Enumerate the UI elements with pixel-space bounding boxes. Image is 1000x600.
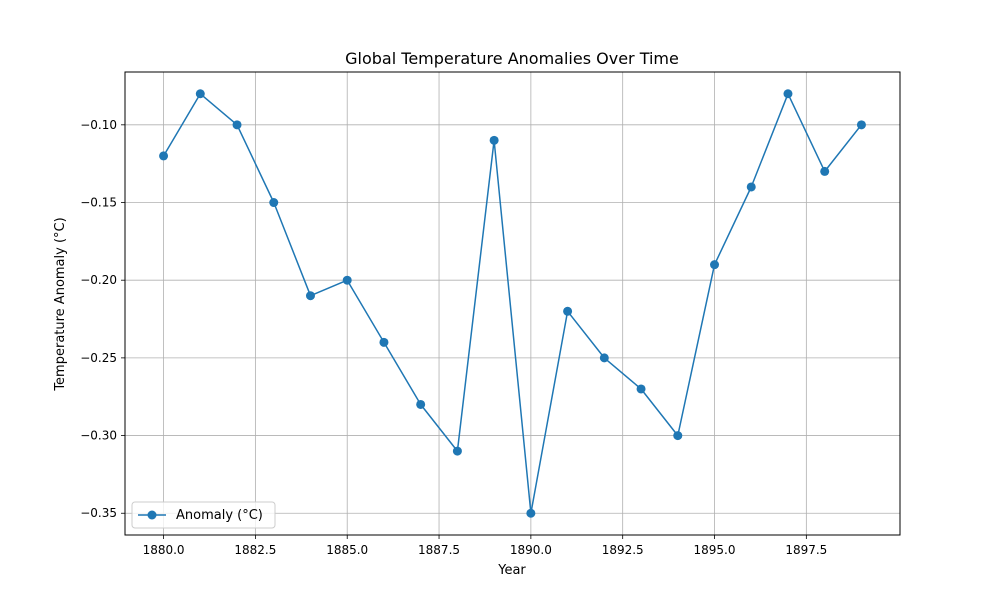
x-tick-label: 1880.0 — [143, 543, 185, 557]
data-point — [159, 151, 169, 161]
plot-frame — [124, 71, 901, 536]
y-tick-label: −0.10 — [80, 118, 117, 132]
data-point — [305, 291, 315, 301]
data-point — [379, 337, 389, 347]
x-tick-label: 1897.5 — [785, 543, 827, 557]
data-point — [673, 431, 683, 441]
data-point — [269, 198, 279, 208]
data-point — [563, 306, 573, 316]
legend-marker — [147, 510, 157, 520]
data-point — [746, 182, 756, 192]
data-point — [783, 89, 793, 99]
data-point — [526, 508, 536, 518]
x-tick-label: 1890.0 — [510, 543, 552, 557]
chart-title: Global Temperature Anomalies Over Time — [345, 49, 679, 68]
data-point — [342, 275, 352, 285]
series-line — [162, 93, 862, 514]
data-point — [416, 399, 426, 409]
data-point — [636, 384, 646, 394]
x-tick-label: 1892.5 — [602, 543, 644, 557]
data-point — [710, 260, 720, 270]
x-tick-label: 1895.0 — [694, 543, 736, 557]
data-point — [232, 120, 242, 130]
y-axis-label: Temperature Anomaly (°C) — [53, 217, 68, 391]
legend: Anomaly (°C) — [131, 501, 276, 529]
y-tick-label: −0.20 — [80, 273, 117, 287]
data-point — [452, 446, 462, 456]
axis-ticks: 1880.0 1882.5 1885.0 1887.5 1890.0 1892.5 1895… — [80, 118, 827, 557]
y-tick-label: −0.15 — [80, 196, 117, 210]
series-layer — [159, 89, 866, 518]
y-tick-label: −0.30 — [80, 429, 117, 443]
y-tick-label: −0.25 — [80, 351, 117, 365]
x-axis-label: Year — [497, 563, 526, 578]
x-tick-label: 1887.5 — [418, 543, 460, 557]
legend-label: Anomaly (°C) — [176, 508, 263, 523]
x-tick-label: 1885.0 — [326, 543, 368, 557]
data-point — [856, 120, 866, 130]
x-tick-label: 1882.5 — [234, 543, 276, 557]
data-point — [195, 89, 205, 99]
data-point — [489, 135, 499, 145]
data-point — [820, 166, 830, 176]
legend-box — [131, 501, 276, 529]
y-tick-label: −0.35 — [80, 506, 117, 520]
data-point — [599, 353, 609, 363]
